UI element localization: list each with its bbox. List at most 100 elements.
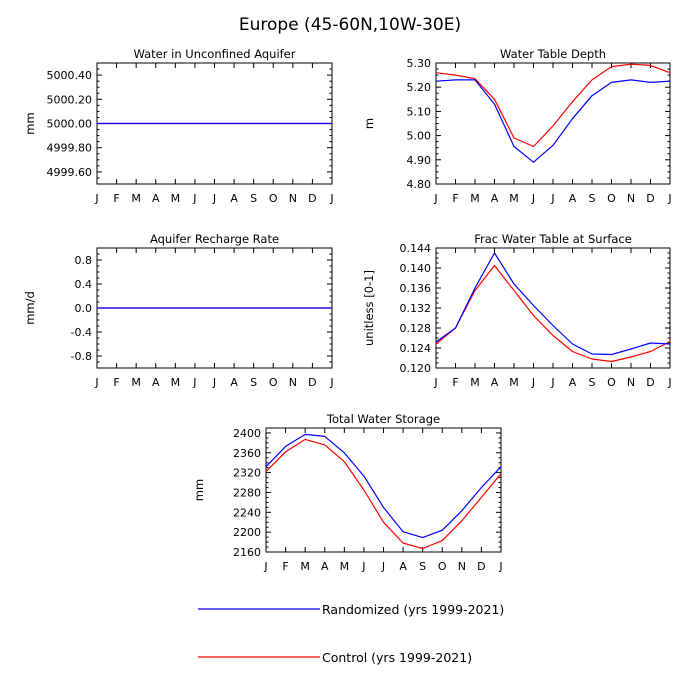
fracwt-xtick-label: S	[589, 376, 596, 389]
wtd-panel: Water Table Depth 4.80 4.90 5.00 5.10 5.20 5.3…	[362, 47, 672, 205]
aquifer-xtick-label: A	[230, 192, 238, 205]
fracwt-ytick-label: 0.136	[400, 282, 432, 295]
wtd-ytick-label: 5.20	[407, 81, 432, 94]
wtd-xtick-label: J	[550, 192, 554, 205]
legend-label-randomized: Randomized (yrs 1999-2021)	[322, 602, 504, 617]
recharge-title: Aquifer Recharge Rate	[150, 232, 279, 246]
aquifer-ytick-label: 5000.00	[47, 118, 93, 131]
recharge-ytick-label: 0.8	[75, 254, 93, 267]
recharge-xtick-label: J	[192, 376, 196, 389]
fracwt-xtick-label: O	[607, 376, 616, 389]
tws-ytick-label: 2240	[233, 506, 261, 519]
tws-ylabel: mm	[192, 479, 206, 501]
wtd-xtick-label: A	[569, 192, 577, 205]
tws-ytick-label: 2200	[233, 526, 261, 539]
recharge-ytick-label: 0.4	[75, 278, 93, 291]
aquifer-ylabel: mm	[23, 112, 37, 134]
tws-xtick-label: M	[300, 560, 310, 573]
wtd-xtick-label: M	[509, 192, 519, 205]
tws-xtick-label: J	[381, 560, 385, 573]
recharge-xtick-label: A	[230, 376, 238, 389]
legend-label-control: Control (yrs 1999-2021)	[322, 650, 472, 665]
wtd-xtick-label: J	[667, 192, 671, 205]
tws-xtick-label: J	[263, 560, 267, 573]
tws-xtick-label: D	[477, 560, 485, 573]
fracwt-xtick-label: N	[627, 376, 635, 389]
aquifer-xtick-label: J	[329, 192, 333, 205]
recharge-ytick-label: -0.4	[71, 326, 92, 339]
recharge-ytick-label: -0.8	[71, 350, 92, 363]
fracwt-xtick-label: M	[470, 376, 480, 389]
tws-xtick-label: M	[340, 560, 350, 573]
tws-xtick-label: F	[282, 560, 288, 573]
recharge-xtick-label: S	[250, 376, 257, 389]
legend: Randomized (yrs 1999-2021) Control (yrs 1…	[198, 602, 504, 665]
fracwt-ytick-label: 0.132	[400, 302, 432, 315]
tws-xtick-label: J	[498, 560, 502, 573]
tws-ytick-label: 2320	[233, 467, 261, 480]
aquifer-xtick-label: M	[171, 192, 181, 205]
tws-title: Total Water Storage	[326, 412, 440, 426]
aquifer-ytick-label: 5000.20	[47, 93, 93, 106]
aquifer-xtick-label: M	[131, 192, 141, 205]
tws-ytick-label: 2160	[233, 546, 261, 559]
fracwt-xtick-label: J	[550, 376, 554, 389]
recharge-xtick-label: J	[329, 376, 333, 389]
fracwt-xtick-label: A	[569, 376, 577, 389]
wtd-xtick-label: O	[607, 192, 616, 205]
fracwt-title: Frac Water Table at Surface	[474, 232, 632, 246]
fracwt-xtick-label: M	[509, 376, 519, 389]
recharge-xtick-label: F	[113, 376, 119, 389]
panels: Water in Unconfined Aquifer 4999.60 4999.8…	[23, 47, 672, 573]
wtd-series-randomized	[435, 79, 671, 163]
recharge-xtick-label: J	[212, 376, 216, 389]
tws-xtick-label: A	[399, 560, 407, 573]
recharge-ytick-label: 0.0	[75, 302, 93, 315]
fracwt-ytick-label: 0.124	[400, 342, 432, 355]
recharge-xtick-label: M	[171, 376, 181, 389]
recharge-xtick-label: N	[289, 376, 297, 389]
aquifer-xtick-label: D	[308, 192, 316, 205]
wtd-ytick-label: 4.80	[407, 178, 432, 191]
tws-series-randomized	[265, 433, 502, 539]
wtd-series-control	[435, 63, 671, 148]
fracwt-xtick-label: F	[452, 376, 458, 389]
aquifer-xtick-label: J	[94, 192, 98, 205]
fracwt-xtick-label: J	[531, 376, 535, 389]
wtd-xtick-label: F	[452, 192, 458, 205]
aquifer-xtick-label: J	[212, 192, 216, 205]
wtd-ylabel: m	[362, 118, 376, 129]
figure-title: Europe (45-60N,10W-30E)	[239, 15, 461, 35]
wtd-ytick-label: 5.00	[407, 130, 432, 143]
fracwt-ytick-label: 0.120	[400, 362, 432, 375]
fracwt-frame	[435, 247, 671, 369]
tws-xtick-label: S	[419, 560, 426, 573]
wtd-xtick-label: J	[531, 192, 535, 205]
aquifer-ytick-label: 4999.80	[47, 142, 93, 155]
wtd-xtick-label: M	[470, 192, 480, 205]
tws-frame	[265, 427, 502, 553]
recharge-xtick-label: A	[152, 376, 160, 389]
wtd-xtick-label: N	[627, 192, 635, 205]
recharge-xtick-label: D	[308, 376, 316, 389]
fracwt-ytick-label: 0.128	[400, 322, 432, 335]
wtd-xtick-label: A	[491, 192, 499, 205]
fracwt-xtick-label: A	[491, 376, 499, 389]
fracwt-xtick-label: J	[433, 376, 437, 389]
fracwt-xtick-label: D	[646, 376, 654, 389]
tws-ytick-label: 2360	[233, 447, 261, 460]
recharge-ylabel: mm/d	[23, 291, 37, 325]
fracwt-series-randomized	[435, 252, 671, 356]
tws-xtick-label: J	[361, 560, 365, 573]
fracwt-ylabel: unitless [0-1]	[362, 270, 376, 346]
tws-panel: Total Water Storage 2160 2200 2240 2280 2320 2…	[192, 412, 503, 573]
tws-series-control	[265, 438, 502, 550]
wtd-xtick-label: J	[433, 192, 437, 205]
aquifer-xtick-label: J	[192, 192, 196, 205]
wtd-xtick-label: D	[646, 192, 654, 205]
tws-ytick-label: 2280	[233, 486, 261, 499]
recharge-xtick-label: J	[94, 376, 98, 389]
tws-ytick-label: 2400	[233, 427, 261, 440]
wtd-ytick-label: 5.30	[407, 57, 432, 70]
